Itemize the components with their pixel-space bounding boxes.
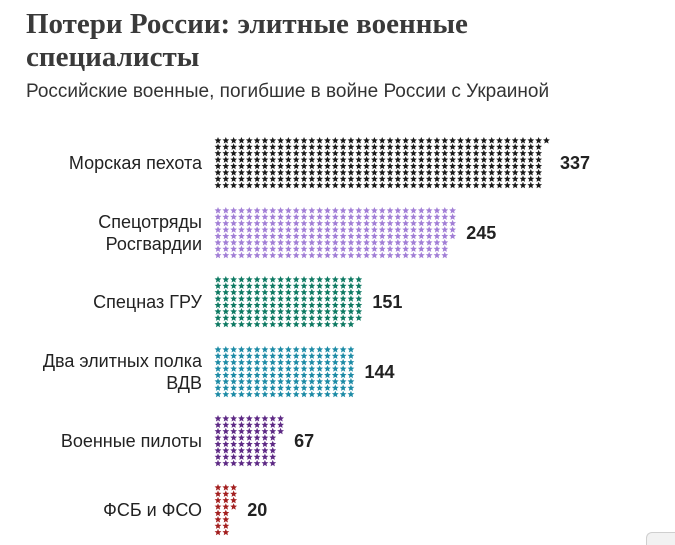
category-label: Морская пехота: [69, 153, 203, 173]
category-label: Спецназ ГРУ: [93, 292, 202, 312]
bar-stars: [214, 207, 457, 259]
category-label: Военные пилоты: [61, 431, 202, 451]
bar-5: [214, 415, 284, 467]
value-label: 144: [365, 362, 395, 382]
bar-1: [214, 137, 550, 189]
category-label: Два элитных полка ВДВ: [43, 351, 203, 393]
bar-stars: [214, 276, 363, 328]
category-label: ФСБ и ФСО: [103, 500, 202, 520]
bar-stars: [214, 484, 238, 536]
value-label: 337: [560, 153, 590, 173]
category-label: Спецотряды Росгвардии: [98, 212, 202, 254]
bar-stars: [214, 415, 284, 467]
corner-widget: [646, 532, 675, 545]
chart-title: Потери России: элитные военные специалис…: [26, 8, 468, 73]
bar-2: [214, 207, 457, 259]
value-label: 67: [294, 431, 314, 451]
value-label: 245: [466, 223, 496, 243]
value-label: 151: [372, 292, 402, 312]
bar-stars: [214, 346, 355, 398]
bar-stars: [214, 137, 550, 189]
value-label: 20: [247, 500, 267, 520]
chart-subtitle: Российские военные, погибшие в войне Рос…: [26, 81, 550, 102]
bar-3: [214, 276, 363, 328]
bar-4: [214, 346, 355, 398]
bar-6: [214, 484, 238, 536]
